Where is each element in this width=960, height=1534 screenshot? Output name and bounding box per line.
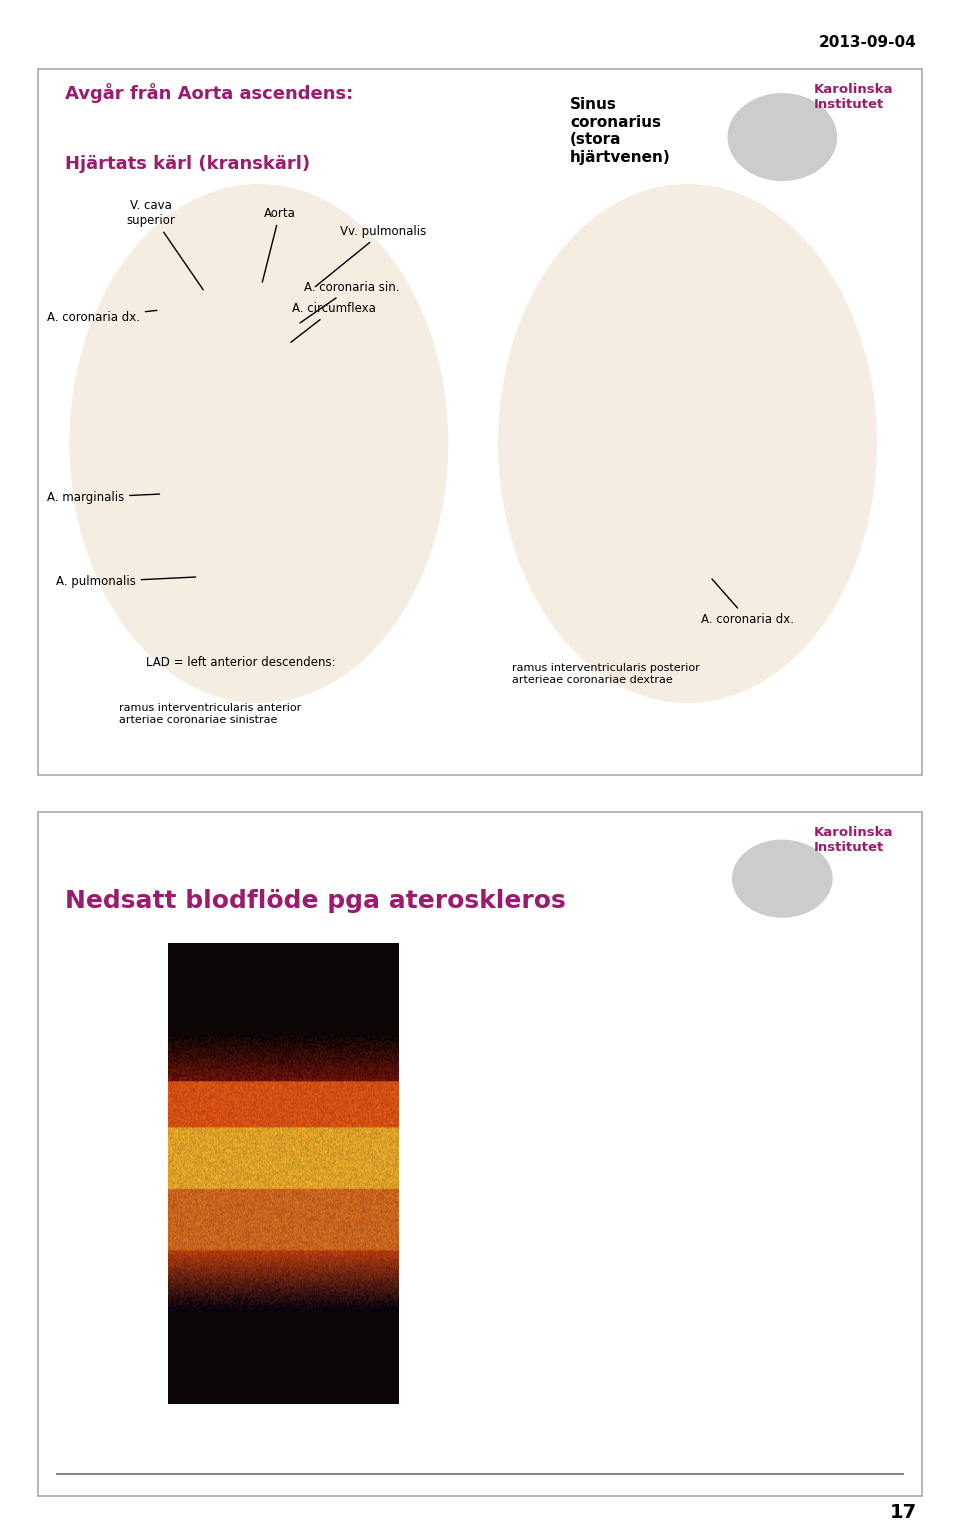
Text: ramus interventricularis posterior
arterieae coronariae dextrae: ramus interventricularis posterior arter… xyxy=(512,663,699,686)
Text: A. coronaria sin.: A. coronaria sin. xyxy=(300,281,399,324)
Text: A. coronaria dx.: A. coronaria dx. xyxy=(701,578,794,626)
Text: 17: 17 xyxy=(890,1503,917,1522)
Text: Vv. pulmonalis: Vv. pulmonalis xyxy=(315,225,426,287)
Text: 2013-09-04: 2013-09-04 xyxy=(819,35,917,51)
Text: A. marginalis: A. marginalis xyxy=(47,491,159,505)
Text: Avgår från Aorta ascendens:: Avgår från Aorta ascendens: xyxy=(65,83,353,103)
Ellipse shape xyxy=(69,184,448,703)
Text: A. circumflexa: A. circumflexa xyxy=(291,302,376,342)
Text: Karolinska
Institutet: Karolinska Institutet xyxy=(814,83,894,110)
FancyBboxPatch shape xyxy=(37,813,923,1496)
Text: Hjärtats kärl (kranskärl): Hjärtats kärl (kranskärl) xyxy=(65,155,310,173)
Text: Karolinska
Institutet: Karolinska Institutet xyxy=(814,827,894,854)
FancyBboxPatch shape xyxy=(56,1473,904,1476)
Circle shape xyxy=(728,94,836,181)
Text: V. cava
superior: V. cava superior xyxy=(126,199,204,290)
Text: ramus interventricularis anterior
arteriae coronariae sinistrae: ramus interventricularis anterior arteri… xyxy=(119,703,301,724)
Text: A. coronaria dx.: A. coronaria dx. xyxy=(47,310,156,324)
Circle shape xyxy=(732,841,832,917)
FancyBboxPatch shape xyxy=(37,69,923,775)
Text: A. pulmonalis: A. pulmonalis xyxy=(56,575,196,589)
Ellipse shape xyxy=(498,184,877,703)
Text: Aorta: Aorta xyxy=(262,207,296,282)
Text: LAD = left anterior descendens:: LAD = left anterior descendens: xyxy=(146,657,336,669)
Text: Nedsatt blodflöde pga ateroskleros: Nedsatt blodflöde pga ateroskleros xyxy=(65,890,565,913)
Text: Sinus
coronarius
(stora
hjärtvenen): Sinus coronarius (stora hjärtvenen) xyxy=(570,98,671,164)
